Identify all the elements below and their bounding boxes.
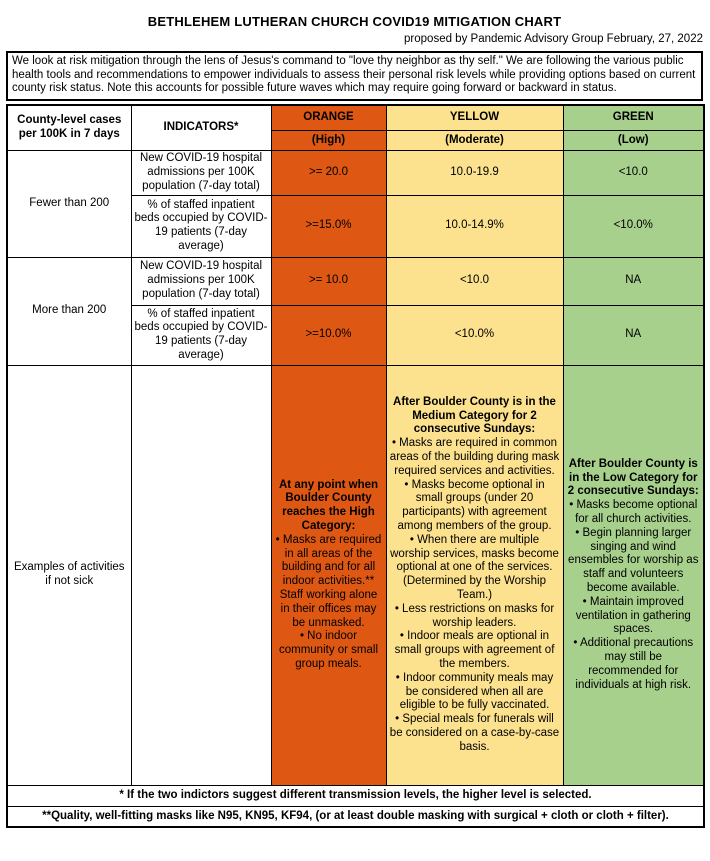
examples-empty-cell — [130, 364, 272, 786]
value-cell-green: <10.0% — [562, 194, 705, 258]
footnote-1: * If the two indictors suggest different… — [6, 784, 705, 807]
bullet-item: • Indoor community meals may be consider… — [395, 671, 554, 712]
examples-orange-header: At any point when Boulder County reaches… — [278, 478, 379, 532]
examples-yellow-cell: After Boulder County is in the Medium Ca… — [385, 364, 564, 786]
header-row-levels: County-level cases per 100K in 7 days IN… — [6, 104, 705, 152]
bullet-item: • Special meals for funerals will be con… — [389, 713, 560, 753]
bullet-item: • Begin planning larger singing and wind… — [568, 526, 699, 595]
table-row: More than 200 New COVID-19 hospital admi… — [6, 256, 705, 366]
header-indicators: INDICATORS* — [130, 104, 272, 152]
header-green: GREEN — [562, 104, 705, 132]
bullet-item: • Additional precautions may still be re… — [573, 637, 694, 691]
header-yellow: YELLOW — [385, 104, 564, 132]
value-cell-green: <10.0 — [562, 150, 705, 196]
page-title: BETHLEHEM LUTHERAN CHURCH COVID19 MITIGA… — [147, 14, 562, 29]
table-row: Fewer than 200 New COVID-19 hospital adm… — [6, 150, 705, 258]
header-county-cases: County-level cases per 100K in 7 days — [6, 104, 132, 152]
subtitle: proposed by Pandemic Advisory Group Febr… — [404, 33, 703, 45]
footnote-row: **Quality, well-fitting masks like N95, … — [6, 805, 705, 828]
value-cell-yellow: 10.0-19.9 — [385, 150, 564, 196]
header-orange-sublabel: (High) — [270, 130, 387, 152]
header-green-sublabel: (Low) — [562, 130, 705, 152]
bullet-item: • Maintain improved ventilation in gathe… — [575, 595, 691, 636]
footnote-row: * If the two indictors suggest different… — [6, 784, 705, 807]
bullet-item: • Indoor meals are optional in small gro… — [394, 630, 555, 670]
examples-label: Examples of activities if not sick — [6, 364, 132, 786]
intro-paragraph: We look at risk mitigation through the l… — [6, 51, 703, 101]
value-cell-green: NA — [562, 304, 705, 366]
examples-row: Examples of activities if not sick At an… — [6, 364, 705, 786]
bullet-item: • No indoor community or small group mea… — [278, 630, 379, 670]
bullet-item: • Masks become optional for all church a… — [569, 499, 698, 526]
bullet-item: • Masks become optional in small groups … — [397, 478, 552, 532]
indicator-cell: New COVID-19 hospital admissions per 100… — [130, 256, 272, 306]
group-label-more-than-200: More than 200 — [6, 256, 132, 366]
value-cell-green: NA — [562, 256, 705, 306]
value-cell-yellow: <10.0 — [385, 256, 564, 306]
header-orange: ORANGE — [270, 104, 387, 132]
examples-green-header: After Boulder County is in the Low Categ… — [567, 457, 699, 498]
bullet-item: • When there are multiple worship servic… — [390, 533, 559, 601]
value-cell-orange: >=10.0% — [270, 304, 387, 366]
value-cell-yellow: 10.0-14.9% — [385, 194, 564, 258]
group-label-fewer-than-200: Fewer than 200 — [6, 150, 132, 258]
examples-green-cell: After Boulder County is in the Low Categ… — [562, 364, 705, 786]
indicator-cell: New COVID-19 hospital admissions per 100… — [130, 150, 272, 196]
bullet-item: Staff working alone in their offices may… — [279, 588, 378, 629]
indicator-cell: % of staffed inpatient beds occupied by … — [130, 304, 272, 366]
header-row-sublabels: (High) (Moderate) (Low) — [7, 130, 705, 152]
value-cell-yellow: <10.0% — [385, 304, 564, 366]
indicator-cell: % of staffed inpatient beds occupied by … — [130, 194, 272, 258]
mitigation-table: County-level cases per 100K in 7 days IN… — [6, 103, 705, 829]
header-yellow-sublabel: (Moderate) — [385, 130, 564, 152]
value-cell-orange: >=15.0% — [270, 194, 387, 258]
footnote-2: **Quality, well-fitting masks like N95, … — [6, 805, 705, 828]
examples-yellow-header: After Boulder County is in the Medium Ca… — [393, 395, 556, 436]
document-page: BETHLEHEM LUTHERAN CHURCH COVID19 MITIGA… — [6, 14, 705, 829]
bullet-item: • Less restrictions on masks for worship… — [394, 602, 555, 629]
value-cell-orange: >= 10.0 — [270, 256, 387, 306]
value-cell-orange: >= 20.0 — [270, 150, 387, 196]
examples-orange-cell: At any point when Boulder County reaches… — [270, 364, 387, 786]
table-row: % of staffed inpatient beds occupied by … — [7, 304, 705, 366]
table-row: % of staffed inpatient beds occupied by … — [7, 194, 705, 258]
bullet-item: • Masks are required in all areas of the… — [275, 533, 382, 588]
bullet-item: • Masks are required in common areas of … — [389, 437, 560, 477]
